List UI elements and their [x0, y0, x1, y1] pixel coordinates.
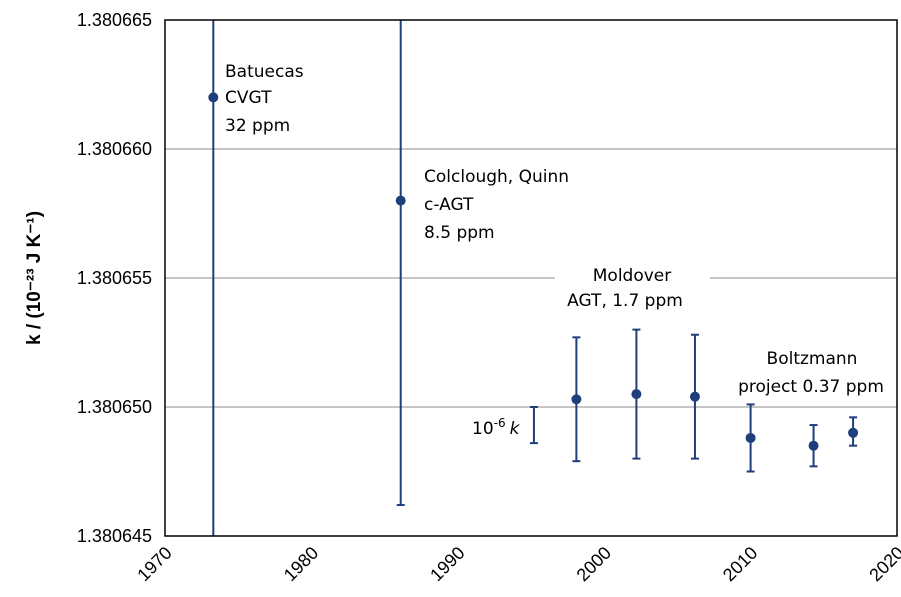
scale-bar-label-exp: -6 [494, 416, 506, 430]
y-tick-label-0: 1.380645 [77, 526, 152, 546]
y-tick-label-4: 1.380665 [77, 10, 152, 30]
annotation-colclough-line3: 8.5 ppm [424, 223, 495, 243]
annotation-moldover-bg [555, 262, 710, 310]
x-tick-label-1: 1980 [280, 543, 322, 585]
y-tick-label-2: 1.380655 [77, 268, 152, 288]
annotation-moldover: Moldover AGT, 1.7 ppm [555, 262, 710, 311]
scale-bar-label-base: 10 [472, 419, 494, 439]
annotation-batuecas: Batuecas CVGT 32 ppm [225, 62, 304, 136]
scale-bar-label: 10-6 k [472, 416, 521, 439]
annotation-boltzmann: Boltzmann project 0.37 ppm [738, 349, 892, 400]
plot-frame [164, 19, 898, 537]
annotation-moldover-line1: Moldover [593, 266, 672, 286]
data-point-2 [571, 394, 582, 405]
y-tick-labels: 1.380645 1.380650 1.380655 1.380660 1.380665 [77, 10, 152, 546]
data-point-3 [631, 389, 642, 400]
x-tick-label-4: 2010 [719, 543, 761, 585]
annotation-batuecas-line2: CVGT [225, 88, 272, 108]
x-tick-labels: 1970 1980 1990 2000 2010 2020 [133, 543, 901, 585]
annotation-boltzmann-bg [752, 367, 892, 400]
annotation-colclough-line1: Colclough, Quinn [424, 167, 569, 187]
y-tick-label-3: 1.380660 [77, 139, 152, 159]
annotation-batuecas-line3: 32 ppm [225, 116, 290, 136]
data-point-0 [208, 92, 219, 103]
data-point-5 [745, 432, 756, 443]
data-point-7 [848, 427, 859, 438]
scale-bar-label-var: k [510, 419, 521, 439]
data-point-6 [808, 440, 819, 451]
data-points [208, 92, 859, 451]
annotation-batuecas-line1: Batuecas [225, 62, 304, 82]
annotation-boltzmann-line2: project 0.37 ppm [738, 377, 884, 397]
scale-bar: 10-6 k [472, 406, 538, 445]
x-tick-label-2: 1990 [426, 543, 468, 585]
x-tick-label-3: 2000 [573, 543, 615, 585]
annotation-moldover-line2: AGT, 1.7 ppm [567, 291, 683, 311]
annotation-colclough-line2: c-AGT [424, 195, 474, 215]
x-tick-label-0: 1970 [133, 543, 175, 585]
y-tick-label-1: 1.380650 [77, 397, 152, 417]
data-point-4 [689, 391, 700, 402]
annotation-colclough: Colclough, Quinn c-AGT 8.5 ppm [424, 167, 569, 243]
data-point-1 [395, 195, 406, 206]
y-axis-label: k / (10⁻²³ J K⁻¹) [24, 211, 45, 345]
x-tick-label-5: 2020 [865, 543, 901, 585]
annotation-boltzmann-line1: Boltzmann [767, 349, 858, 369]
